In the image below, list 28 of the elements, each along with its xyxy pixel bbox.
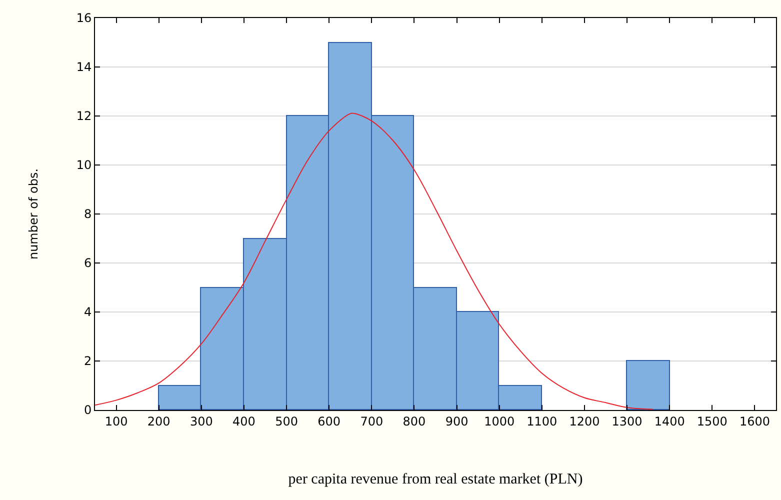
y-axis-title: number of obs. [26,168,41,260]
y-tick-label: 12 [76,109,92,124]
x-tick-label: 1200 [569,414,600,428]
y-tick-label: 6 [84,256,92,270]
x-tick-label: 400 [232,414,256,428]
x-tick-label: 1400 [654,414,685,428]
x-tick-label: 1500 [696,414,728,428]
x-tick-label: 1100 [526,414,558,428]
line-series [95,112,654,410]
x-tick-label: 500 [275,414,298,428]
x-tick-label: 200 [147,414,170,428]
y-tick-label: 2 [84,354,92,368]
x-tick-label: 100 [104,414,128,428]
x-tick-label: 1600 [739,414,770,428]
y-tick-label: 0 [84,403,92,418]
x-tick-label: 900 [445,414,468,428]
x-tick-label: 1000 [484,414,515,428]
x-tick-label: 600 [318,414,341,428]
x-tick-label: 1300 [612,414,642,428]
y-tick-label: 14 [76,60,92,74]
x-tick-label: 800 [402,414,426,428]
y-tick-label: 16 [76,11,92,26]
y-tick-label: 8 [84,207,92,222]
y-tick-label: 10 [76,158,92,172]
x-axis-title: per capita revenue from real estate market (PLN) [288,471,583,488]
y-tick-label: 4 [84,305,92,320]
x-tick-label: 300 [190,414,213,428]
x-tick-label: 700 [360,414,384,428]
